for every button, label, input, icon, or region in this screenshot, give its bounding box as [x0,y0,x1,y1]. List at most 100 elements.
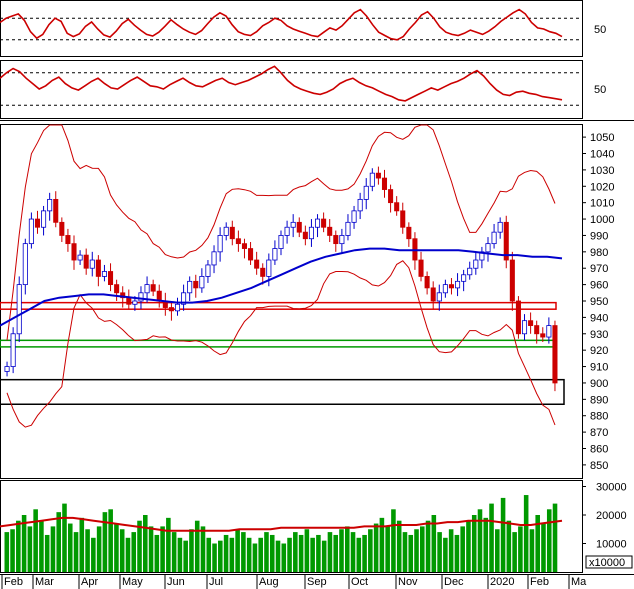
candle-body [248,248,254,261]
candle-body [302,231,308,240]
candle-body [503,221,509,261]
price-tick-label: 1040 [590,149,614,161]
volume-bar [333,534,339,572]
volume-bar [339,529,344,572]
candle-body [546,325,552,338]
candle-body [199,276,205,289]
candle-body [241,243,248,249]
candle-body [108,271,114,286]
candle-body [290,221,296,228]
panel-frame [0,0,583,57]
candle-body [363,185,369,200]
candle-body [168,307,174,312]
price-tick-label: 1020 [590,181,614,193]
candle-body [327,226,333,236]
price-tick-label: 960 [590,280,608,292]
volume-bar [96,526,102,572]
candle-body [260,267,266,277]
volume-bar [546,509,552,572]
x-tick-label: Aug [259,576,279,588]
volume-bar [160,526,165,572]
candle-body [235,238,241,245]
candle-body [229,226,235,240]
volume-bar [177,537,183,572]
volume-bar [529,529,535,572]
candle-body [394,202,400,212]
candle-body [418,259,424,277]
volume-bar [316,534,321,572]
price-tick-label: 980 [590,247,608,259]
volume-bar [368,529,373,572]
candle-body [77,254,83,261]
volume-bar [443,537,448,572]
candle-body [345,221,351,236]
candle-body [509,259,515,302]
candle-body [442,284,448,294]
volume-bar [125,537,131,572]
candle-body [369,172,375,187]
candle-body [497,221,503,233]
volume-bar [293,532,298,572]
candle-body [424,276,430,289]
candle-body [22,243,28,286]
x-tick-label: Mar [35,576,54,588]
candle-body [388,189,394,204]
candle-body [71,243,77,261]
volume-bar [79,517,85,572]
volume-bar [241,532,246,572]
x-tick-label: Apr [81,576,98,588]
volume-multiplier-label: x10000 [589,557,625,569]
volume-bar [379,517,385,572]
stoch-tick-label: 50 [594,84,606,96]
volume-bar [269,534,275,572]
candle-body [485,243,491,253]
volume-bar [437,532,442,572]
volume-bar [56,512,62,572]
volume-bar [420,526,425,572]
volume-bar [373,523,379,572]
candle-body [193,280,199,289]
volume-bar [27,526,33,572]
volume-bar [212,543,217,572]
volume-bar [206,537,212,572]
volume-bar [148,526,154,572]
volume-bar [223,534,229,572]
volume-bar [477,509,483,572]
volume-bar [489,503,494,572]
volume-bar [304,529,310,572]
candle-body [65,235,71,245]
volume-bar [287,537,292,572]
bollinger-lower-line [6,260,556,428]
price-tick-label: 990 [590,230,608,242]
candle-body [272,248,278,261]
candle-body [53,198,59,223]
x-tick-label: May [122,576,143,588]
x-tick-label: Ma [571,576,587,588]
volume-bar [102,512,108,572]
x-tick-label: Oct [351,576,368,588]
price-tick-label: 950 [590,296,608,308]
volume-tick-label: 10000 [596,539,627,551]
volume-bar [321,540,327,572]
price-tick-label: 910 [590,362,608,374]
volume-bar [4,532,10,572]
volume-bar [137,520,142,572]
candle-body [321,218,327,228]
price-tick-label: 1050 [590,132,614,144]
candle-body [314,218,321,228]
x-tick-label: 2020 [490,576,514,588]
price-tick-label: 880 [590,411,608,423]
x-tick-label: Feb [4,576,23,588]
volume-bar [275,540,281,572]
volume-bar [258,537,263,572]
candle-body [528,320,534,326]
volume-bar [471,515,477,572]
volume-bar [194,520,200,572]
candle-body [296,221,302,233]
candle-body [150,284,156,292]
volume-bar [483,517,489,572]
volume-bar [235,529,240,572]
candle-body [357,198,363,212]
candle-body [254,259,260,269]
price-tick-label: 890 [590,394,608,406]
